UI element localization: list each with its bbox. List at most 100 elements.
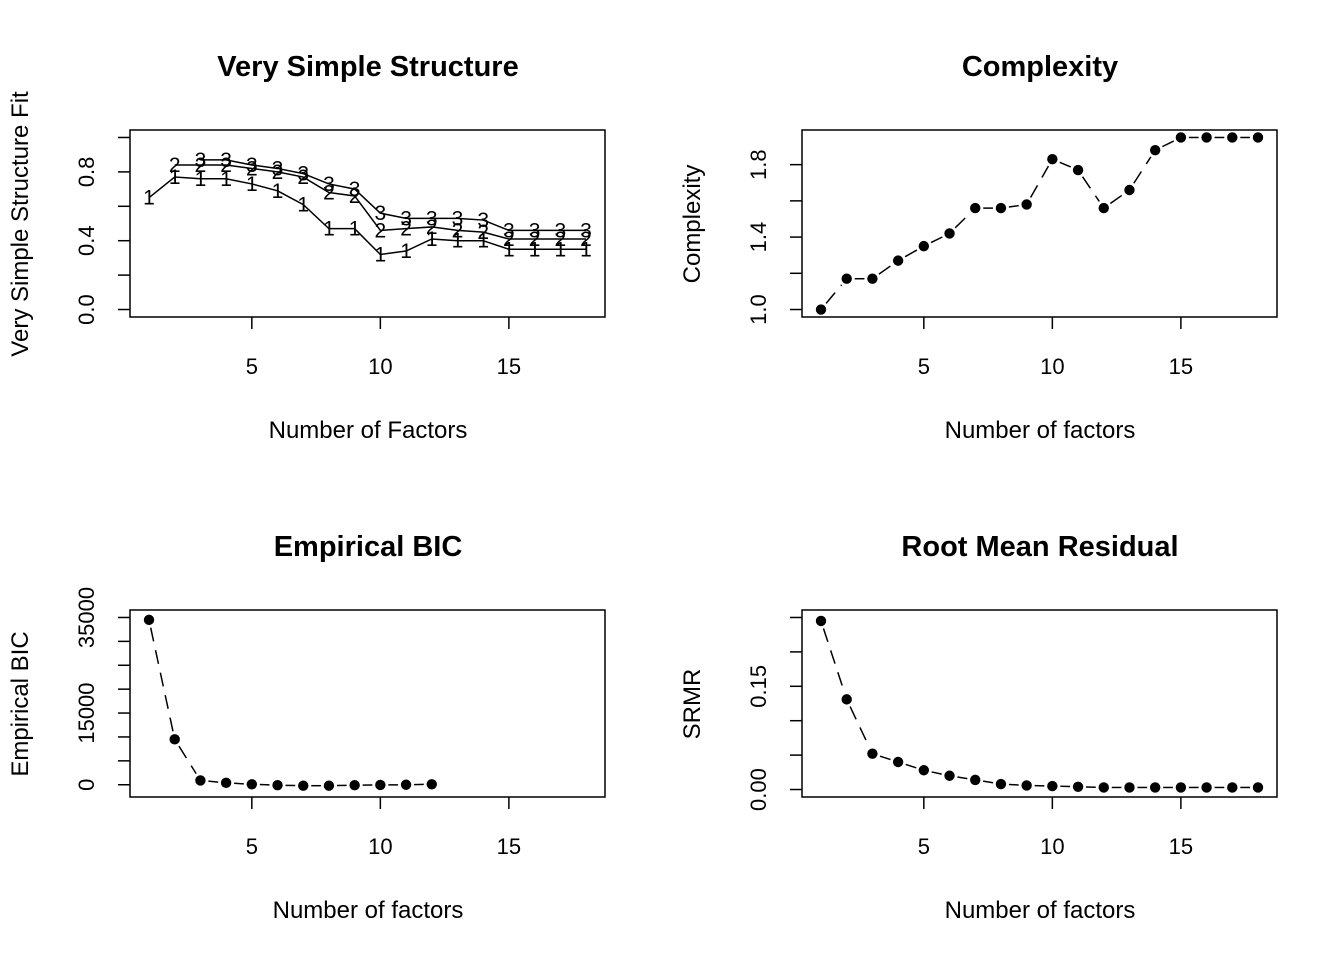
srmr-point (918, 765, 930, 776)
srmr-point (944, 770, 955, 781)
complexity-point (1252, 132, 1264, 143)
srmr-x-tick-label: 10 (1040, 834, 1064, 859)
vss-series-2-marker: 2 (220, 154, 232, 177)
complexity-point (1149, 144, 1161, 156)
vss-series-1-marker: 1 (529, 238, 541, 261)
bic-point (272, 780, 283, 791)
complexity-line-segment (1008, 204, 1019, 208)
vss-series-2-marker: 2 (580, 228, 592, 251)
vss-series-1-marker: 1 (323, 218, 335, 241)
vss-series-1-marker: 1 (246, 173, 258, 196)
vss-series-2-line (174, 164, 586, 240)
vss-series-3-marker: 3 (452, 207, 464, 230)
srmr-line-segment (849, 706, 870, 747)
complexity-y-tick-label: 1.8 (746, 149, 771, 180)
vss-series-1-marker: 1 (349, 218, 361, 241)
bic-point (220, 777, 232, 789)
complexity-line-segment (904, 249, 918, 258)
vss-series-2-marker: 2 (452, 219, 464, 242)
vss-series-3-marker: 3 (529, 219, 541, 242)
bic-point (375, 779, 386, 791)
bic-x-tick-label: 15 (497, 834, 521, 859)
complexity-line-segment (930, 236, 943, 244)
complexity-x-tick-label: 10 (1040, 354, 1064, 379)
complexity-point (892, 255, 904, 266)
bic-plot-area (143, 614, 437, 791)
vss-series-2-marker: 2 (297, 166, 309, 189)
vss-series-1-marker: 1 (297, 194, 309, 217)
bic-x-tick-label: 10 (368, 834, 392, 859)
complexity-line-segment (1059, 161, 1071, 168)
complexity-y-tick-label: 1.4 (746, 222, 771, 253)
srmr-point (1021, 780, 1032, 791)
bic-y-tick-label: 0 (74, 779, 99, 791)
vss-x-tick-label: 10 (368, 354, 392, 379)
srmr-line-segment (957, 776, 968, 780)
bic-x-tick-label: 5 (246, 834, 258, 859)
srmr-y-tick-label: 0.15 (746, 665, 771, 708)
vss-series-3-marker: 3 (272, 157, 284, 180)
bic-plot-frame (129, 609, 606, 798)
srmr-line-segment (931, 771, 942, 775)
vss-series-1-marker: 1 (195, 168, 207, 191)
srmr-plot-area (815, 615, 1264, 793)
vss-series-2-marker: 2 (426, 216, 438, 239)
complexity-y-tick-label: 1.0 (746, 294, 771, 325)
srmr-point (1201, 782, 1212, 793)
vss-series-3-marker: 3 (426, 207, 438, 230)
vss-y-tick-label: 0.0 (74, 294, 99, 325)
complexity-point (995, 202, 1007, 214)
srmr-point (1227, 782, 1238, 793)
bic-point (298, 780, 309, 791)
vss-y-tick-label: 0.4 (74, 225, 99, 256)
srmr-point (815, 615, 827, 627)
vss-series-2-marker: 2 (400, 218, 412, 241)
bic-point (349, 780, 360, 791)
vss-plot-area: 11 1 1 1 111 11 11 1 1 1 1 1 12 2 2 2 2 22 22 2 2 2 2 2 2 2 23 3 3 3 3… (143, 149, 592, 267)
vss-title: Very Simple Structure (217, 51, 518, 83)
srmr-line-segment (879, 755, 891, 761)
srmr-point (1072, 781, 1084, 792)
srmr-line-segment (905, 763, 917, 769)
complexity-line-segment (1109, 193, 1124, 205)
vss-series-1-marker: 1 (272, 180, 284, 203)
bic-line-segment (208, 780, 219, 783)
srmr-line-segment (822, 628, 845, 693)
vss-series-2-marker: 2 (349, 185, 361, 208)
vss-series-1-marker: 1 (400, 240, 412, 263)
srmr-xlabel: Number of factors (945, 897, 1136, 924)
complexity-point (1021, 199, 1032, 210)
srmr-x-tick-label: 5 (918, 834, 930, 859)
complexity-line-segment (1029, 165, 1050, 198)
bic-point (323, 780, 335, 791)
complexity-point (1201, 132, 1212, 143)
vss-series-3-marker: 3 (503, 219, 515, 242)
srmr-panel: Root Mean Residual Number of factors SRM… (679, 531, 1278, 924)
vss-series-3-marker: 3 (195, 149, 207, 172)
srmr-point (1047, 780, 1058, 792)
bic-y-tick-label: 15000 (74, 682, 99, 743)
complexity-plot-frame (801, 129, 1278, 318)
srmr-point (970, 774, 981, 786)
vss-y-tick-label: 0.8 (74, 157, 99, 188)
vss-series-3-marker: 3 (246, 154, 258, 177)
srmr-line-segment (983, 780, 994, 784)
vss-series-1-marker: 1 (503, 238, 515, 261)
complexity-point (1175, 132, 1187, 143)
bic-line-segment (234, 782, 244, 785)
complexity-point (1072, 164, 1084, 176)
vss-series-1-line (148, 176, 586, 256)
vss-ylabel: Very Simple Structure Fit (7, 91, 34, 357)
vss-series-1-marker: 1 (143, 187, 155, 210)
srmr-point (892, 756, 904, 768)
srmr-point (995, 778, 1007, 790)
srmr-point (867, 748, 878, 759)
vss-series-3-marker: 3 (477, 209, 489, 232)
vss-series-1-marker: 1 (220, 168, 232, 191)
vss-series-3-line (200, 159, 586, 232)
vss-series-2-marker: 2 (272, 161, 284, 184)
vss-series-2-marker: 2 (503, 228, 515, 251)
srmr-point (1175, 782, 1187, 793)
bic-line-segment (149, 627, 174, 732)
